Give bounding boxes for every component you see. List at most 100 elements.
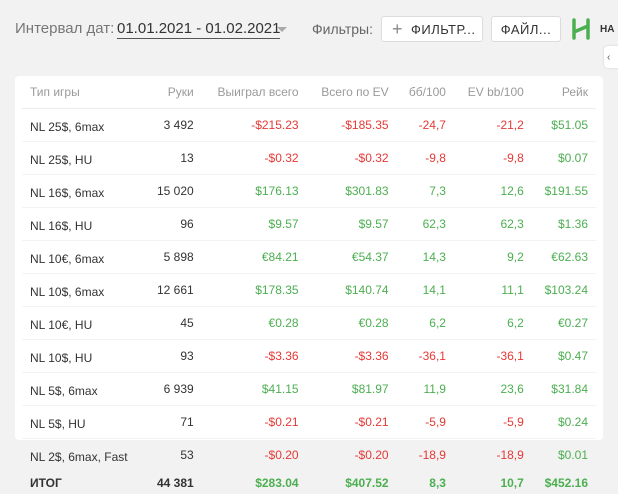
cell-won-total: €84.21 bbox=[202, 241, 307, 274]
cell-hands: 6 939 bbox=[145, 373, 202, 406]
cell-bb100: 14,3 bbox=[397, 241, 454, 274]
cell-ev-bb100: -21,2 bbox=[454, 109, 532, 142]
cell-bb100: 8,3 bbox=[397, 472, 454, 494]
column-header-game-type[interactable]: Тип игры bbox=[22, 76, 145, 109]
cell-ev-bb100: 12,6 bbox=[454, 175, 532, 208]
cell-bb100: -9,8 bbox=[397, 142, 454, 175]
cell-won-total: €0.28 bbox=[202, 307, 307, 340]
cell-hands: 5 898 bbox=[145, 241, 202, 274]
cell-game-type: ИТОГ bbox=[22, 472, 145, 494]
column-header-rake[interactable]: Рейк bbox=[532, 76, 596, 109]
cell-rake: $103.24 bbox=[532, 274, 596, 307]
cell-ev-bb100: -18,9 bbox=[454, 439, 532, 472]
toolbar: Интервал дат: 01.01.2021 - 01.02.2021 Фи… bbox=[0, 0, 618, 60]
cell-ev-total: -$0.20 bbox=[307, 439, 397, 472]
cell-ev-total: €54.37 bbox=[307, 241, 397, 274]
column-header-ev-total[interactable]: Всего по EV bbox=[307, 76, 397, 109]
cell-ev-bb100: 9,2 bbox=[454, 241, 532, 274]
cell-ev-bb100: -5,9 bbox=[454, 406, 532, 439]
cell-rake: $0.47 bbox=[532, 340, 596, 373]
cell-rake: $0.01 bbox=[532, 439, 596, 472]
cell-game-type: NL 10$, HU bbox=[22, 340, 145, 373]
cell-won-total: -$0.32 bbox=[202, 142, 307, 175]
cell-game-type: NL 10€, HU bbox=[22, 307, 145, 340]
cell-rake: $1.36 bbox=[532, 208, 596, 241]
cell-ev-total: -$0.21 bbox=[307, 406, 397, 439]
brand-logo-icon[interactable] bbox=[570, 18, 592, 40]
cell-ev-total: -$3.36 bbox=[307, 340, 397, 373]
cell-ev-bb100: 11,1 bbox=[454, 274, 532, 307]
cell-hands: 71 bbox=[145, 406, 202, 439]
cell-hands: 45 bbox=[145, 307, 202, 340]
cell-won-total: $178.35 bbox=[202, 274, 307, 307]
cell-won-total: $41.15 bbox=[202, 373, 307, 406]
column-header-won-total[interactable]: Выиграл всего bbox=[202, 76, 307, 109]
cell-rake: $452.16 bbox=[532, 472, 596, 494]
cell-ev-bb100: 10,7 bbox=[454, 472, 532, 494]
cell-hands: 3 492 bbox=[145, 109, 202, 142]
file-button[interactable]: ФАЙЛ... bbox=[491, 16, 561, 42]
cell-bb100: 14,1 bbox=[397, 274, 454, 307]
cell-won-total: -$215.23 bbox=[202, 109, 307, 142]
caret-down-icon[interactable] bbox=[277, 27, 287, 32]
column-header-bb100[interactable]: бб/100 bbox=[397, 76, 454, 109]
cell-rake: $0.24 bbox=[532, 406, 596, 439]
cell-hands: 44 381 bbox=[145, 472, 202, 494]
filters-label: Фильтры: bbox=[312, 21, 373, 37]
cell-game-type: NL 5$, 6max bbox=[22, 373, 145, 406]
cell-game-type: NL 16$, HU bbox=[22, 208, 145, 241]
add-filter-button[interactable]: + ФИЛЬТР... bbox=[381, 16, 483, 42]
cell-ev-total: $140.74 bbox=[307, 274, 397, 307]
chevron-left-icon[interactable]: ‹ bbox=[604, 46, 618, 68]
cell-won-total: -$0.21 bbox=[202, 406, 307, 439]
cell-game-type: NL 10€, 6max bbox=[22, 241, 145, 274]
cell-hands: 96 bbox=[145, 208, 202, 241]
cell-rake: $191.55 bbox=[532, 175, 596, 208]
cell-ev-total: $407.52 bbox=[307, 472, 397, 494]
cell-hands: 13 bbox=[145, 142, 202, 175]
cell-rake: €0.27 bbox=[532, 307, 596, 340]
cell-ev-bb100: -9,8 bbox=[454, 142, 532, 175]
cell-rake: €62.63 bbox=[532, 241, 596, 274]
cell-ev-total: -$185.35 bbox=[307, 109, 397, 142]
cell-hands: 15 020 bbox=[145, 175, 202, 208]
cell-hands: 12 661 bbox=[145, 274, 202, 307]
cell-bb100: -18,9 bbox=[397, 439, 454, 472]
cell-won-total: $9.57 bbox=[202, 208, 307, 241]
brand-logo-text[interactable]: НА bbox=[600, 24, 614, 35]
plus-icon: + bbox=[392, 20, 403, 38]
cell-game-type: NL 5$, HU bbox=[22, 406, 145, 439]
column-header-ev-bb100[interactable]: EV bb/100 bbox=[454, 76, 532, 109]
cell-bb100: 6,2 bbox=[397, 307, 454, 340]
cell-won-total: $176.13 bbox=[202, 175, 307, 208]
cell-rake: $31.84 bbox=[532, 373, 596, 406]
column-header-hands[interactable]: Руки bbox=[145, 76, 202, 109]
cell-rake: $51.05 bbox=[532, 109, 596, 142]
cell-won-total: -$3.36 bbox=[202, 340, 307, 373]
cell-ev-total: $81.97 bbox=[307, 373, 397, 406]
cell-game-type: NL 25$, HU bbox=[22, 142, 145, 175]
date-range-picker[interactable]: 01.01.2021 - 01.02.2021 bbox=[117, 20, 280, 39]
cell-ev-total: $9.57 bbox=[307, 208, 397, 241]
cell-game-type: NL 16$, 6max bbox=[22, 175, 145, 208]
cell-bb100: -5,9 bbox=[397, 406, 454, 439]
cell-game-type: NL 25$, 6max bbox=[22, 109, 145, 142]
cell-ev-total: -$0.32 bbox=[307, 142, 397, 175]
cell-game-type: NL 10$, 6max bbox=[22, 274, 145, 307]
cell-bb100: -24,7 bbox=[397, 109, 454, 142]
add-filter-button-label: ФИЛЬТР... bbox=[411, 22, 475, 37]
cell-game-type: NL 2$, 6max, Fast bbox=[22, 439, 145, 472]
